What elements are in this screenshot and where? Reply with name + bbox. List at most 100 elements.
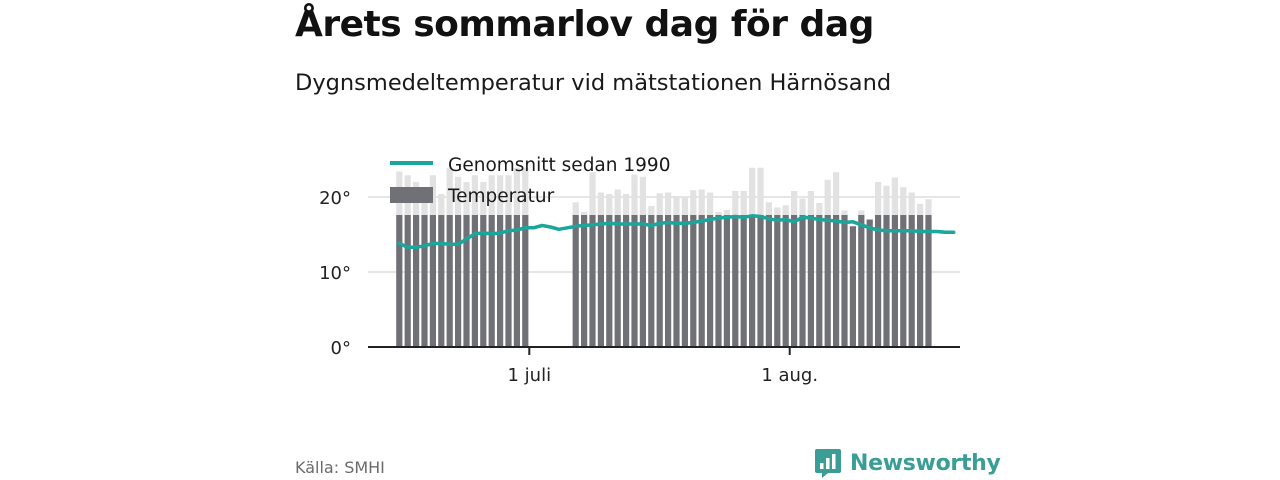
bar-upper xyxy=(883,185,890,215)
y-tick-label: 20° xyxy=(319,188,351,209)
bar xyxy=(471,215,478,347)
bar xyxy=(648,215,655,347)
bar-upper xyxy=(749,167,756,215)
bar xyxy=(698,215,705,347)
bar xyxy=(883,215,890,347)
bar-upper xyxy=(715,212,722,215)
bar xyxy=(396,215,403,347)
bar xyxy=(866,219,873,347)
bar xyxy=(631,215,638,347)
bar xyxy=(656,215,663,347)
bar xyxy=(791,215,798,347)
bar xyxy=(900,215,907,347)
bar-upper xyxy=(757,167,764,215)
bar-upper xyxy=(665,192,672,215)
y-tick-label: 0° xyxy=(331,338,351,359)
bar xyxy=(774,215,781,347)
bar-upper xyxy=(623,194,630,215)
bar-upper xyxy=(774,207,781,215)
bar-upper xyxy=(841,210,848,215)
bar xyxy=(782,215,789,347)
legend-label: Temperatur xyxy=(447,186,555,207)
bar-upper xyxy=(791,191,798,215)
bar-upper xyxy=(900,187,907,215)
bar-upper xyxy=(816,203,823,215)
bar xyxy=(849,226,856,347)
bar-upper xyxy=(631,174,638,215)
bar-upper xyxy=(799,198,806,215)
bar xyxy=(438,215,445,347)
brand-name: Newsworthy xyxy=(850,450,1001,476)
bar-upper xyxy=(707,192,714,215)
bar-upper xyxy=(648,206,655,215)
bar xyxy=(505,215,512,347)
bar-upper xyxy=(513,167,520,215)
bar-upper xyxy=(606,194,613,215)
bar xyxy=(833,215,840,347)
source-credit: Källa: SMHI xyxy=(295,458,385,477)
bar-upper xyxy=(698,189,705,215)
bar xyxy=(891,215,898,347)
bar-upper xyxy=(824,179,831,215)
chart-subtitle: Dygnsmedeltemperatur vid mätstationen Hä… xyxy=(295,70,892,96)
bar xyxy=(707,215,714,347)
bar xyxy=(606,215,613,347)
legend-swatch-bar xyxy=(390,187,433,203)
bar xyxy=(488,215,495,347)
bar xyxy=(614,215,621,347)
bar-upper xyxy=(471,175,478,215)
bar xyxy=(455,215,462,347)
newsworthy-logo-icon xyxy=(815,449,841,478)
bar xyxy=(522,215,529,347)
bar xyxy=(681,215,688,347)
bar xyxy=(572,215,579,347)
bar xyxy=(623,215,630,347)
bar xyxy=(497,215,504,347)
bar-upper xyxy=(807,191,814,215)
bar-upper xyxy=(572,202,579,215)
y-tick-label: 10° xyxy=(319,263,351,284)
bar-upper xyxy=(908,192,915,215)
bar xyxy=(841,215,848,347)
bar xyxy=(413,215,420,347)
bar-upper xyxy=(681,197,688,215)
bar-upper xyxy=(581,212,588,215)
bar-upper xyxy=(614,189,621,215)
bar-upper xyxy=(858,210,865,215)
bar-upper xyxy=(463,182,470,215)
bar xyxy=(639,215,646,347)
bar xyxy=(581,215,588,347)
bar-upper xyxy=(488,175,495,215)
brand-logo[interactable]: Newsworthy xyxy=(814,446,1001,480)
average-line xyxy=(397,214,956,250)
bar-upper xyxy=(480,182,487,215)
bar xyxy=(875,215,882,347)
bar xyxy=(858,215,865,347)
bar-upper xyxy=(639,176,646,215)
bar xyxy=(404,215,411,347)
temperature-chart: 0° 10° 20° 1 juli 1 aug. Genomsnitt sedan 199… xyxy=(319,155,960,386)
bar-upper xyxy=(438,194,445,215)
bar xyxy=(690,215,697,347)
bar xyxy=(673,215,680,347)
bar xyxy=(480,215,487,347)
bar xyxy=(816,215,823,347)
bar xyxy=(917,215,924,347)
bar-upper xyxy=(875,182,882,215)
chart-title: Årets sommarlov dag för dag xyxy=(295,4,874,45)
bar xyxy=(446,215,453,347)
bar-upper xyxy=(446,167,453,215)
bar xyxy=(421,215,428,347)
bar-upper xyxy=(925,199,932,215)
bar xyxy=(799,215,806,347)
x-tick-label: 1 aug. xyxy=(761,365,818,386)
bar xyxy=(723,215,730,347)
bar-upper xyxy=(782,205,789,215)
bar xyxy=(757,215,764,347)
bar xyxy=(715,215,722,347)
bar xyxy=(749,215,756,347)
x-tick-label: 1 juli xyxy=(508,365,552,386)
bar xyxy=(824,215,831,347)
bar xyxy=(740,215,747,347)
bar-upper xyxy=(505,175,512,215)
